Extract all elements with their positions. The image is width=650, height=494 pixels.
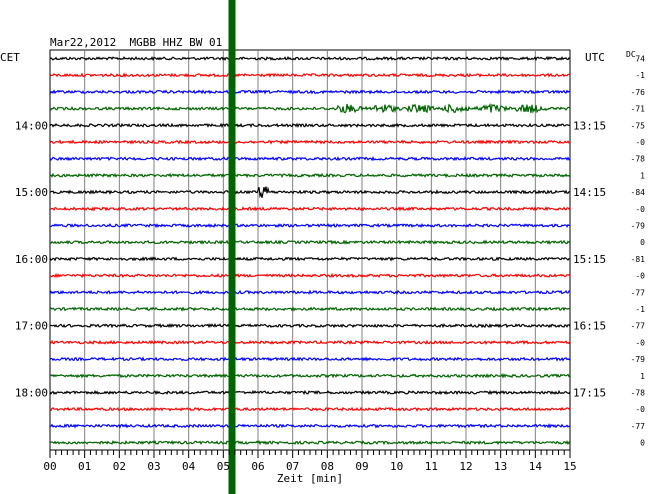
x-tick-label: 15: [563, 460, 576, 473]
time-marker: [228, 0, 236, 494]
dc-value: -1: [635, 71, 645, 80]
left-time-label: 15:00: [15, 186, 48, 199]
trace-line: [49, 155, 571, 162]
chart-title: Mar22,2012 MGBB HHZ BW 01: [50, 36, 222, 49]
dc-value: -71: [631, 105, 646, 114]
dc-value: -76: [631, 88, 646, 97]
x-tick-label: 05: [217, 460, 230, 473]
trace-line: [49, 272, 571, 279]
dc-value: -77: [631, 288, 646, 297]
dc-value: 74: [635, 55, 645, 64]
row-labels: 14:00 15:00 16:00 17:00 18:00 13:15 14:15 15:15…: [15, 55, 645, 448]
x-tick-label: 06: [251, 460, 264, 473]
dc-value: -79: [631, 222, 646, 231]
trace-line: [49, 306, 571, 312]
grid-lines: [49, 49, 571, 451]
dc-value: -1: [635, 305, 645, 314]
trace-line: [49, 256, 571, 262]
trace-line: [49, 89, 571, 95]
trace-line: [49, 323, 571, 329]
right-time-label: 13:15: [573, 119, 606, 132]
dc-value: -84: [631, 188, 646, 197]
left-time-label: 17:00: [15, 320, 48, 333]
x-tick-label: 07: [286, 460, 299, 473]
x-tick-label: 01: [78, 460, 91, 473]
x-tick-label: 02: [113, 460, 126, 473]
trace-line: [49, 423, 571, 429]
left-time-label: 16:00: [15, 253, 48, 266]
x-axis: 00 01 02 03 04 05 06 07 08 09 10 11 12 13 14 15: [43, 450, 577, 473]
right-axis-title: UTC: [585, 51, 605, 64]
trace-line: [49, 122, 571, 129]
dc-value: 0: [640, 439, 645, 448]
trace-line: [49, 72, 571, 78]
dc-value: -77: [631, 322, 646, 331]
x-tick-label: 13: [494, 460, 507, 473]
trace-line: [49, 172, 571, 179]
dc-value: -78: [631, 155, 646, 164]
trace-line: [49, 102, 571, 114]
plot-frame: [49, 49, 571, 451]
dc-value: 1: [640, 171, 645, 180]
seismic-traces: [49, 56, 571, 446]
trace-line: [49, 389, 571, 396]
x-tick-label: 10: [390, 460, 403, 473]
dc-value: -0: [635, 138, 645, 147]
dc-value: -0: [635, 405, 645, 414]
left-time-label: 18:00: [15, 387, 48, 400]
dc-value: -0: [635, 205, 645, 214]
trace-line: [49, 406, 571, 412]
right-time-label: 14:15: [573, 186, 606, 199]
right-time-label: 15:15: [573, 253, 606, 266]
dc-header: DC: [626, 50, 636, 59]
x-tick-label: 03: [147, 460, 160, 473]
dc-value: -0: [635, 338, 645, 347]
left-axis-title: CET: [0, 51, 20, 64]
x-tick-label: 08: [321, 460, 334, 473]
trace-line: [49, 372, 571, 379]
x-tick-label: 09: [355, 460, 368, 473]
right-time-label: 16:15: [573, 320, 606, 333]
trace-line: [49, 239, 571, 245]
dc-value: -78: [631, 389, 646, 398]
trace-line: [49, 139, 571, 145]
trace-line: [49, 439, 571, 446]
left-time-label: 14:00: [15, 119, 48, 132]
x-tick-label: 11: [425, 460, 438, 473]
dc-value: -79: [631, 355, 646, 364]
dc-value: 0: [640, 238, 645, 247]
x-tick-label: 14: [529, 460, 543, 473]
x-tick-label: 04: [182, 460, 196, 473]
dc-value: -0: [635, 272, 645, 281]
right-time-label: 17:15: [573, 387, 606, 400]
dc-value: -81: [631, 255, 646, 264]
trace-line: [49, 222, 571, 229]
trace-line: [49, 356, 571, 362]
trace-line: [49, 289, 571, 295]
dc-value: 1: [640, 372, 645, 381]
dc-value: -77: [631, 422, 646, 431]
trace-line: [49, 186, 571, 199]
trace-line: [49, 339, 571, 346]
x-axis-label: Zeit [min]: [277, 472, 343, 485]
trace-line: [49, 205, 571, 212]
x-tick-label: 12: [459, 460, 472, 473]
x-tick-label: 00: [43, 460, 56, 473]
trace-line: [49, 56, 571, 62]
dc-value: -75: [631, 121, 646, 130]
